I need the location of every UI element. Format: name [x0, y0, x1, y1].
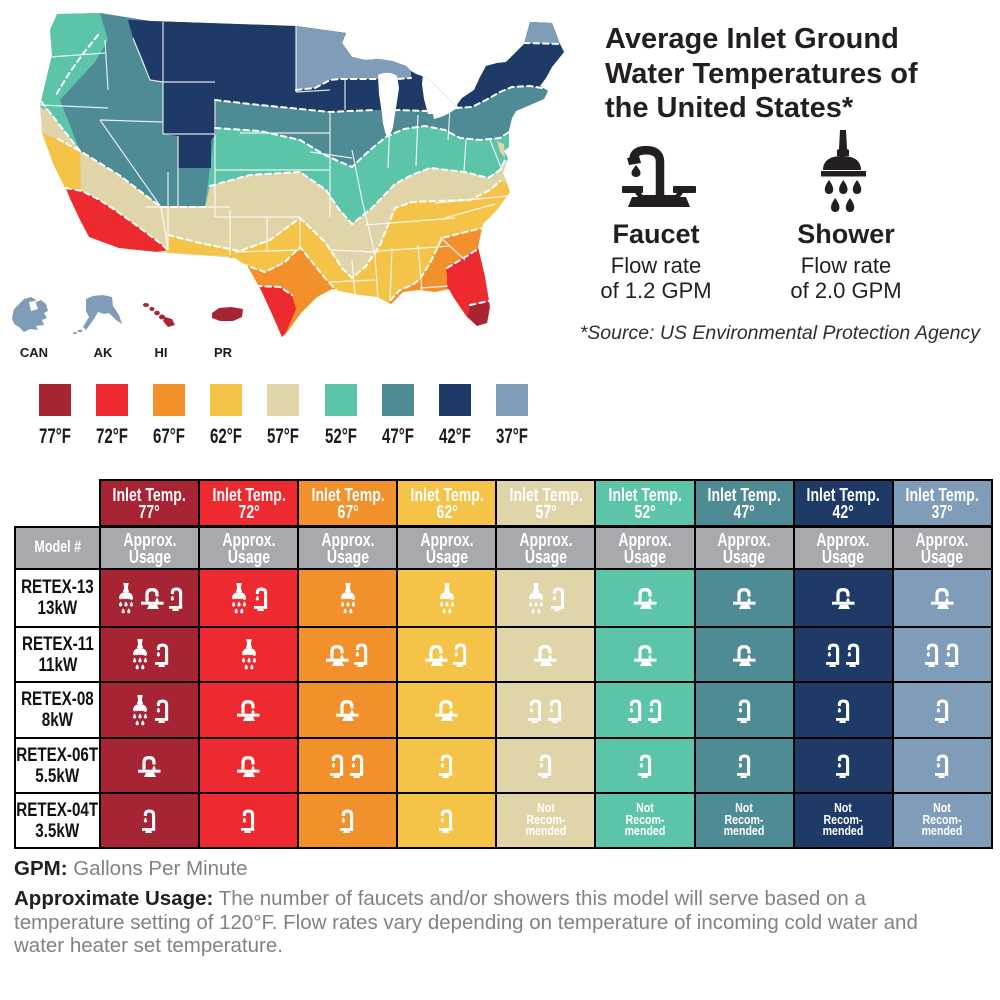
svg-text:PR: PR	[214, 345, 233, 360]
svg-text:CAN: CAN	[20, 345, 48, 360]
svg-text:HI: HI	[155, 345, 168, 360]
svg-text:AK: AK	[94, 345, 113, 360]
